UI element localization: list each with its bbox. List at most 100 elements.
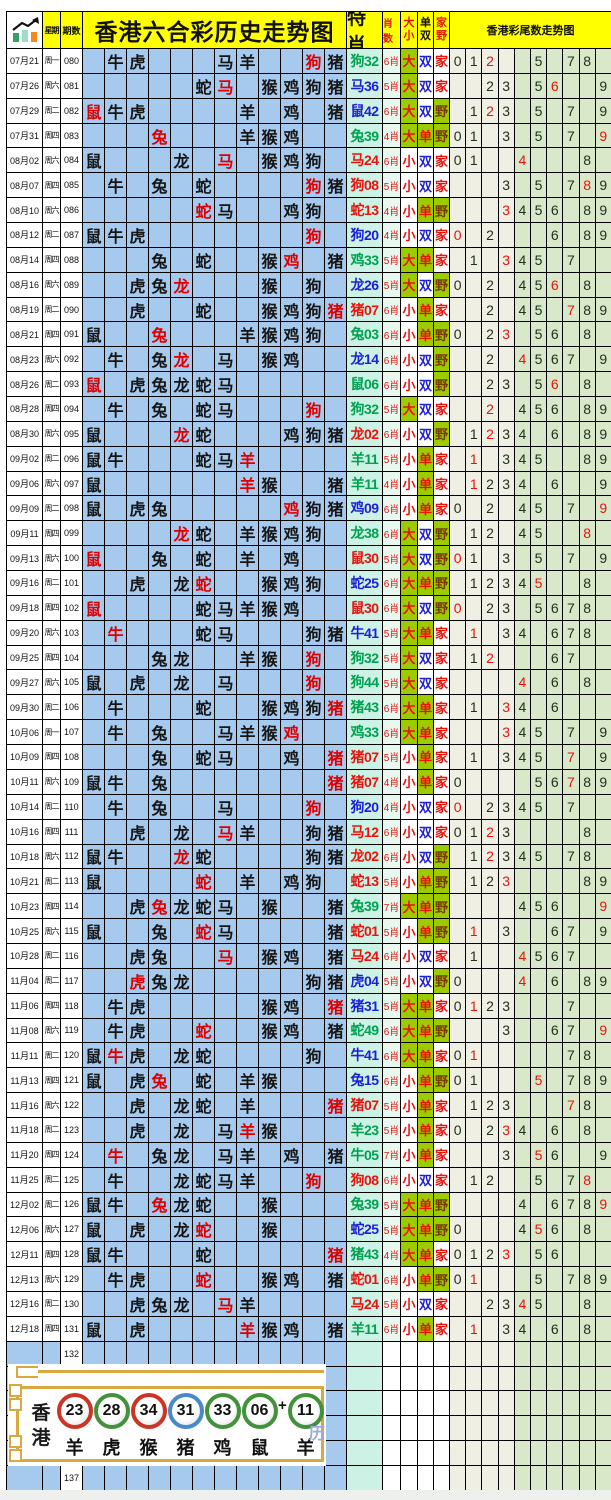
tail-cell-6 — [547, 173, 564, 199]
zodiac-cell-鼠 — [83, 1093, 105, 1118]
zodiac-cell-龙: 龙 — [171, 148, 193, 174]
tail-cell-0 — [450, 1142, 467, 1168]
period-cell: 095 — [61, 421, 83, 447]
tail-cell-6 — [547, 49, 564, 74]
count-cell: 5肖 — [383, 620, 401, 646]
tail-cell-8: 8 — [579, 421, 596, 447]
table-row-100: 09月13 周六 100 鼠兔蛇羊鸡鼠30 5肖大双野 0 1 3 5 7 9 — [7, 546, 611, 572]
tail-cell-9 — [595, 1316, 611, 1342]
tail-cell-2 — [482, 1341, 499, 1367]
tail-cell-4 — [514, 1267, 531, 1292]
tail-cell-2: 2 — [482, 471, 499, 497]
home-cell: 野 — [434, 571, 450, 596]
count-cell: 6肖 — [383, 571, 401, 596]
tail-cell-0: 0 — [450, 1217, 467, 1243]
tail-cell-7: 7 — [563, 1192, 580, 1218]
week-cell: 周六 — [43, 670, 61, 696]
zodiac-cell-龙 — [171, 1316, 193, 1342]
tail-cell-2 — [482, 1267, 499, 1292]
zodiac-cell-蛇 — [193, 645, 215, 671]
zodiac-cell-蛇 — [193, 123, 215, 149]
zodiac-cell-龙 — [171, 397, 193, 422]
zodiac-cell-牛 — [105, 670, 127, 696]
tail-cell-6 — [547, 446, 564, 472]
tail-cell-2 — [482, 546, 499, 572]
table-row-119: 11月08 周六 119 牛虎蛇猴鸡猪蛇49 6肖大单野 3 6 7 9 — [7, 1018, 611, 1044]
week-cell: 周四 — [43, 322, 61, 348]
size-cell: 小 — [401, 1167, 418, 1193]
table-row-107: 10月06 周一 107 牛兔马羊猴鸡鸡33 6肖大单家 3 4 5 7 9 — [7, 720, 611, 746]
table-row-empty-0: 132 — [7, 1341, 611, 1367]
zodiac-cell-羊: 羊 — [237, 1167, 259, 1193]
parity-cell: 单 — [418, 1068, 434, 1094]
tail-cell-4: 4 — [514, 496, 531, 522]
home-cell: 家 — [434, 73, 450, 99]
tail-cell-7 — [563, 869, 580, 895]
tail-cell-9 — [595, 819, 611, 845]
date-cell: 11月20 — [7, 1142, 43, 1168]
size-cell — [401, 1441, 418, 1466]
zodiac-cell-兔 — [149, 993, 171, 1019]
table-row-112: 10月18 周六 112 鼠牛龙蛇狗猪龙02 6肖小双野 1 2 3 4 5 7 8 — [7, 844, 611, 870]
special-cell: 狗08 — [347, 1167, 383, 1193]
tail-cell-9: 9 — [595, 1192, 611, 1218]
zodiac-cell-鸡 — [281, 1093, 303, 1118]
tail-cell-6 — [547, 247, 564, 273]
table-row-097: 09月06 周六 097 鼠羊猴猪羊11 4肖小单家 1 2 3 4 6 9 — [7, 471, 611, 497]
zodiac-cell-牛 — [105, 745, 127, 770]
tail-cell-2: 2 — [482, 1291, 499, 1317]
tail-cell-6 — [547, 297, 564, 323]
tail-cell-0 — [450, 1416, 467, 1442]
zodiac-cell-猪 — [325, 322, 347, 348]
tail-cell-2: 2 — [482, 397, 499, 422]
zodiac-cell-马: 马 — [215, 794, 237, 820]
zodiac-cell-兔 — [149, 595, 171, 621]
zodiac-cell-蛇: 蛇 — [193, 247, 215, 273]
tail-cell-4 — [514, 123, 531, 149]
tail-cell-4 — [514, 372, 531, 398]
zodiac-cell-虎 — [127, 1242, 149, 1268]
zodiac-cell-兔 — [149, 1341, 171, 1367]
tail-cell-0 — [450, 1465, 467, 1491]
zodiac-cell-鸡 — [281, 49, 303, 74]
tail-cell-8: 8 — [579, 1068, 596, 1094]
date-cell: 11月16 — [7, 1093, 43, 1118]
tail-cell-9: 9 — [595, 894, 611, 920]
parity-cell: 双 — [418, 1167, 434, 1193]
tail-cell-3: 3 — [498, 173, 515, 199]
special-cell: 猪07 — [347, 1093, 383, 1118]
tail-cell-5: 5 — [530, 943, 548, 969]
header-week-label: 星期 — [44, 25, 60, 35]
home-cell: 家 — [434, 720, 450, 746]
period-cell: 114 — [61, 894, 83, 920]
size-cell: 大 — [401, 49, 418, 74]
parity-cell — [418, 1366, 434, 1392]
date-cell: 08月23 — [7, 347, 43, 373]
zodiac-cell-猪: 猪 — [325, 745, 347, 770]
tail-cell-7: 7 — [563, 297, 580, 323]
zodiac-cell-猴: 猴 — [259, 595, 281, 621]
tail-cell-2: 2 — [482, 347, 499, 373]
tail-cell-9 — [595, 272, 611, 298]
zodiac-cell-鼠: 鼠 — [83, 496, 105, 522]
zodiac-cell-马: 马 — [215, 73, 237, 99]
tail-cell-7 — [563, 1316, 580, 1342]
week-cell: 周六 — [43, 769, 61, 795]
parity-cell: 单 — [418, 198, 434, 224]
tail-cell-1 — [466, 496, 483, 522]
zodiac-cell-龙 — [171, 595, 193, 621]
week-cell: 周六 — [43, 546, 61, 572]
zodiac-cell-羊 — [237, 297, 259, 323]
period-cell: 111 — [61, 819, 83, 845]
tail-cell-7 — [563, 372, 580, 398]
zodiac-cell-牛: 牛 — [105, 1167, 127, 1193]
tail-cell-5: 5 — [530, 372, 548, 398]
tail-cell-6: 6 — [547, 1217, 564, 1243]
tail-cell-7 — [563, 1142, 580, 1168]
tail-cell-0: 0 — [450, 769, 467, 795]
date-cell: 11月18 — [7, 1117, 43, 1143]
zodiac-cell-兔 — [149, 49, 171, 74]
home-cell: 家 — [434, 1117, 450, 1143]
zodiac-cell-鸡 — [281, 919, 303, 944]
home-cell: 家 — [434, 148, 450, 174]
